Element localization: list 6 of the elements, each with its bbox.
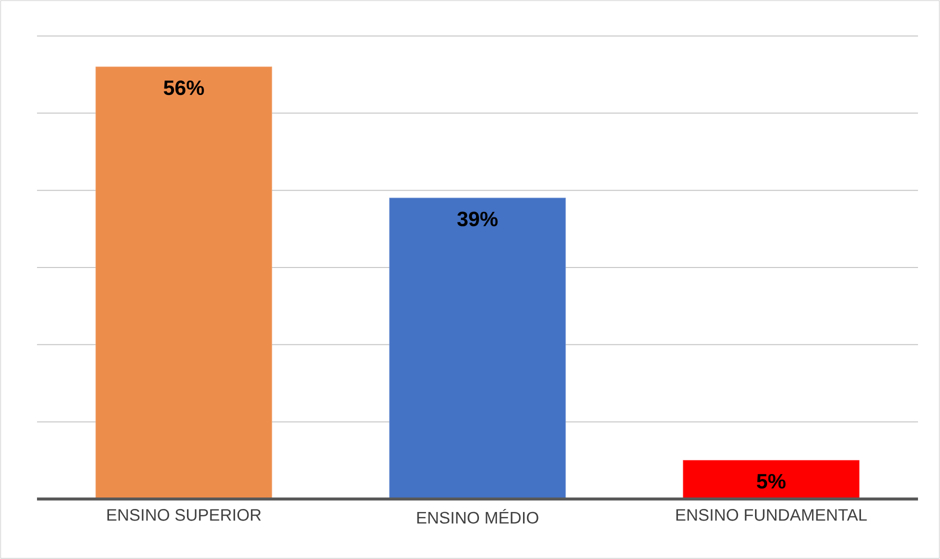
x-tick-label: ENSINO SUPERIOR: [107, 509, 261, 521]
x-tick-label: ENSINO FUNDAMENTAL: [676, 509, 867, 521]
x-tick-label: ENSINO MÉDIO: [417, 509, 538, 524]
data-label: 56%: [164, 80, 204, 96]
data-label: 5%: [756, 474, 786, 489]
data-label: 39%: [457, 212, 498, 226]
